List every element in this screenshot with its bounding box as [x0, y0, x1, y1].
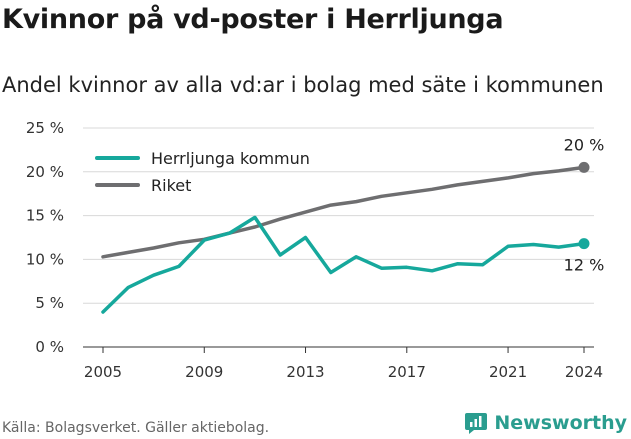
- x-tick-label: 2017: [388, 363, 426, 381]
- x-tick-label: 2009: [185, 363, 223, 381]
- series-end-point: [578, 238, 590, 250]
- y-tick-label: 25 %: [26, 119, 64, 137]
- y-tick-label: 15 %: [26, 207, 64, 225]
- x-tick-label: 2024: [565, 363, 603, 381]
- x-tick-label: 2013: [286, 363, 324, 381]
- line-chart: 0 % 5 % 10 % 15 % 20 % 25 % 2005 2009 2013 2017 20…: [26, 119, 605, 381]
- series-line: [101, 215, 586, 314]
- newsworthy-brand[interactable]: Newsworthy: [464, 411, 627, 435]
- end-value-label: 12 %: [564, 256, 605, 275]
- chart-title: Kvinnor på vd-poster i Herrljunga: [2, 4, 504, 35]
- end-value-label: 20 %: [564, 135, 605, 154]
- source-note: Källa: Bolagsverket. Gäller aktiebolag.: [2, 420, 270, 436]
- newsworthy-logo-icon: [465, 413, 488, 434]
- legend-label: Herrljunga kommun: [151, 149, 310, 168]
- x-tick-label: 2021: [489, 363, 527, 381]
- y-tick-label: 0 %: [35, 338, 64, 356]
- series-end-point: [578, 161, 590, 173]
- legend-label: Riket: [151, 176, 191, 195]
- chart-subtitle: Andel kvinnor av alla vd:ar i bolag med …: [2, 73, 604, 97]
- y-tick-label: 5 %: [35, 294, 64, 312]
- y-tick-label: 20 %: [26, 163, 64, 181]
- x-tick-label: 2005: [84, 363, 122, 381]
- brand-name: Newsworthy: [494, 412, 627, 434]
- y-tick-label: 10 %: [26, 250, 64, 268]
- series-line: [101, 165, 586, 259]
